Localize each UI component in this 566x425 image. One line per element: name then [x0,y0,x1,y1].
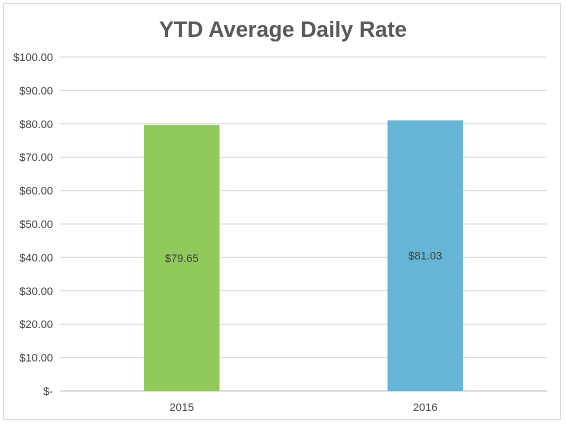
y-tick-label: $90.00 [19,85,53,97]
y-tick-label: $70.00 [19,152,53,164]
y-tick-label: $60.00 [19,186,53,198]
bar-2016 [387,120,463,391]
data-labels: $79.65 $81.03 [165,251,442,265]
y-tick-label: $80.00 [19,119,53,131]
data-label-2015: $79.65 [165,253,199,265]
x-tick-label: 2016 [413,402,437,414]
y-tick-label: $- [43,386,53,398]
x-axis-ticks: 2015 2016 [170,402,438,414]
y-tick-label: $20.00 [19,319,53,331]
bar-2015 [144,124,220,392]
gridlines [60,56,547,392]
y-tick-label: $30.00 [19,286,53,298]
chart-title: YTD Average Daily Rate [159,17,407,42]
y-tick-label: $50.00 [19,219,53,231]
y-tick-label: $100.00 [13,52,53,64]
y-tick-label: $10.00 [19,353,53,365]
y-axis-ticks: $- $10.00 $20.00 $30.00 $40.00 $50.00 $60.00 $7… [13,52,53,398]
chart-frame [3,3,561,420]
bars [144,120,463,392]
data-label-2016: $81.03 [408,251,442,263]
x-tick-label: 2015 [170,402,194,414]
y-tick-label: $40.00 [19,252,53,264]
